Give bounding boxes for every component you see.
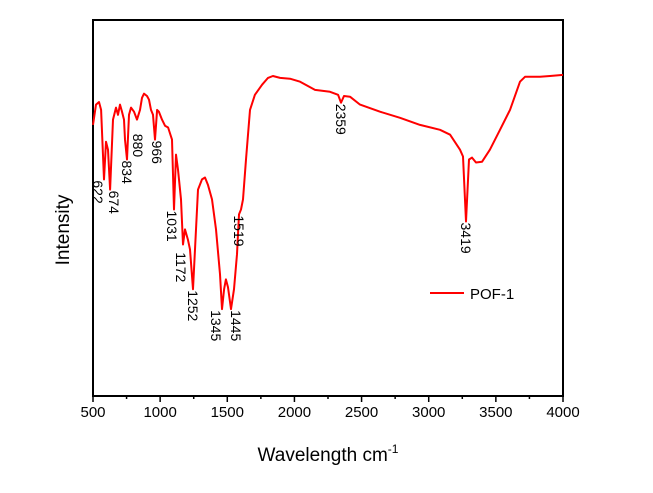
peak-label: 1519: [231, 215, 247, 246]
peak-annotations: 622 674 834 880 966 1031 1172 1252 1345 1445 1519 2…: [90, 104, 474, 342]
x-axis-title-superscript: -1: [388, 442, 399, 456]
x-tick-label: 3500: [479, 404, 512, 421]
peak-label: 1445: [228, 310, 244, 341]
x-tick-label: 1500: [211, 404, 244, 421]
peak-label: 622: [90, 180, 106, 204]
peak-label: 2359: [333, 104, 349, 135]
peak-label: 1252: [185, 290, 201, 321]
plot-frame: [92, 19, 564, 397]
x-tick-label: 500: [80, 404, 105, 421]
peak-label: 1345: [208, 310, 224, 341]
x-tick-label: 3000: [412, 404, 445, 421]
x-tick-label: 2000: [278, 404, 311, 421]
x-axis-ticks: 500 1000 1500 2000 2500 3000 3500 4000: [80, 396, 580, 421]
peak-label: 880: [130, 134, 146, 158]
series-line-pof-1: [92, 73, 564, 311]
x-tick-label: 1000: [143, 404, 176, 421]
peak-label: 3419: [458, 223, 474, 254]
x-axis-title-text: Wavelength cm: [258, 445, 388, 466]
peak-label: 1031: [164, 211, 180, 242]
x-tick-label: 4000: [546, 404, 579, 421]
peak-label: 674: [106, 191, 122, 215]
peak-label: 834: [119, 161, 135, 185]
peak-label: 966: [149, 141, 165, 165]
x-tick-label: 2500: [345, 404, 378, 421]
y-axis-title: Intensity: [53, 194, 74, 265]
legend-label-pof-1: POF-1: [470, 286, 514, 303]
legend: POF-1: [430, 286, 514, 303]
peak-label: 1172: [173, 252, 189, 282]
x-axis-title: Wavelength cm-1: [258, 442, 399, 466]
